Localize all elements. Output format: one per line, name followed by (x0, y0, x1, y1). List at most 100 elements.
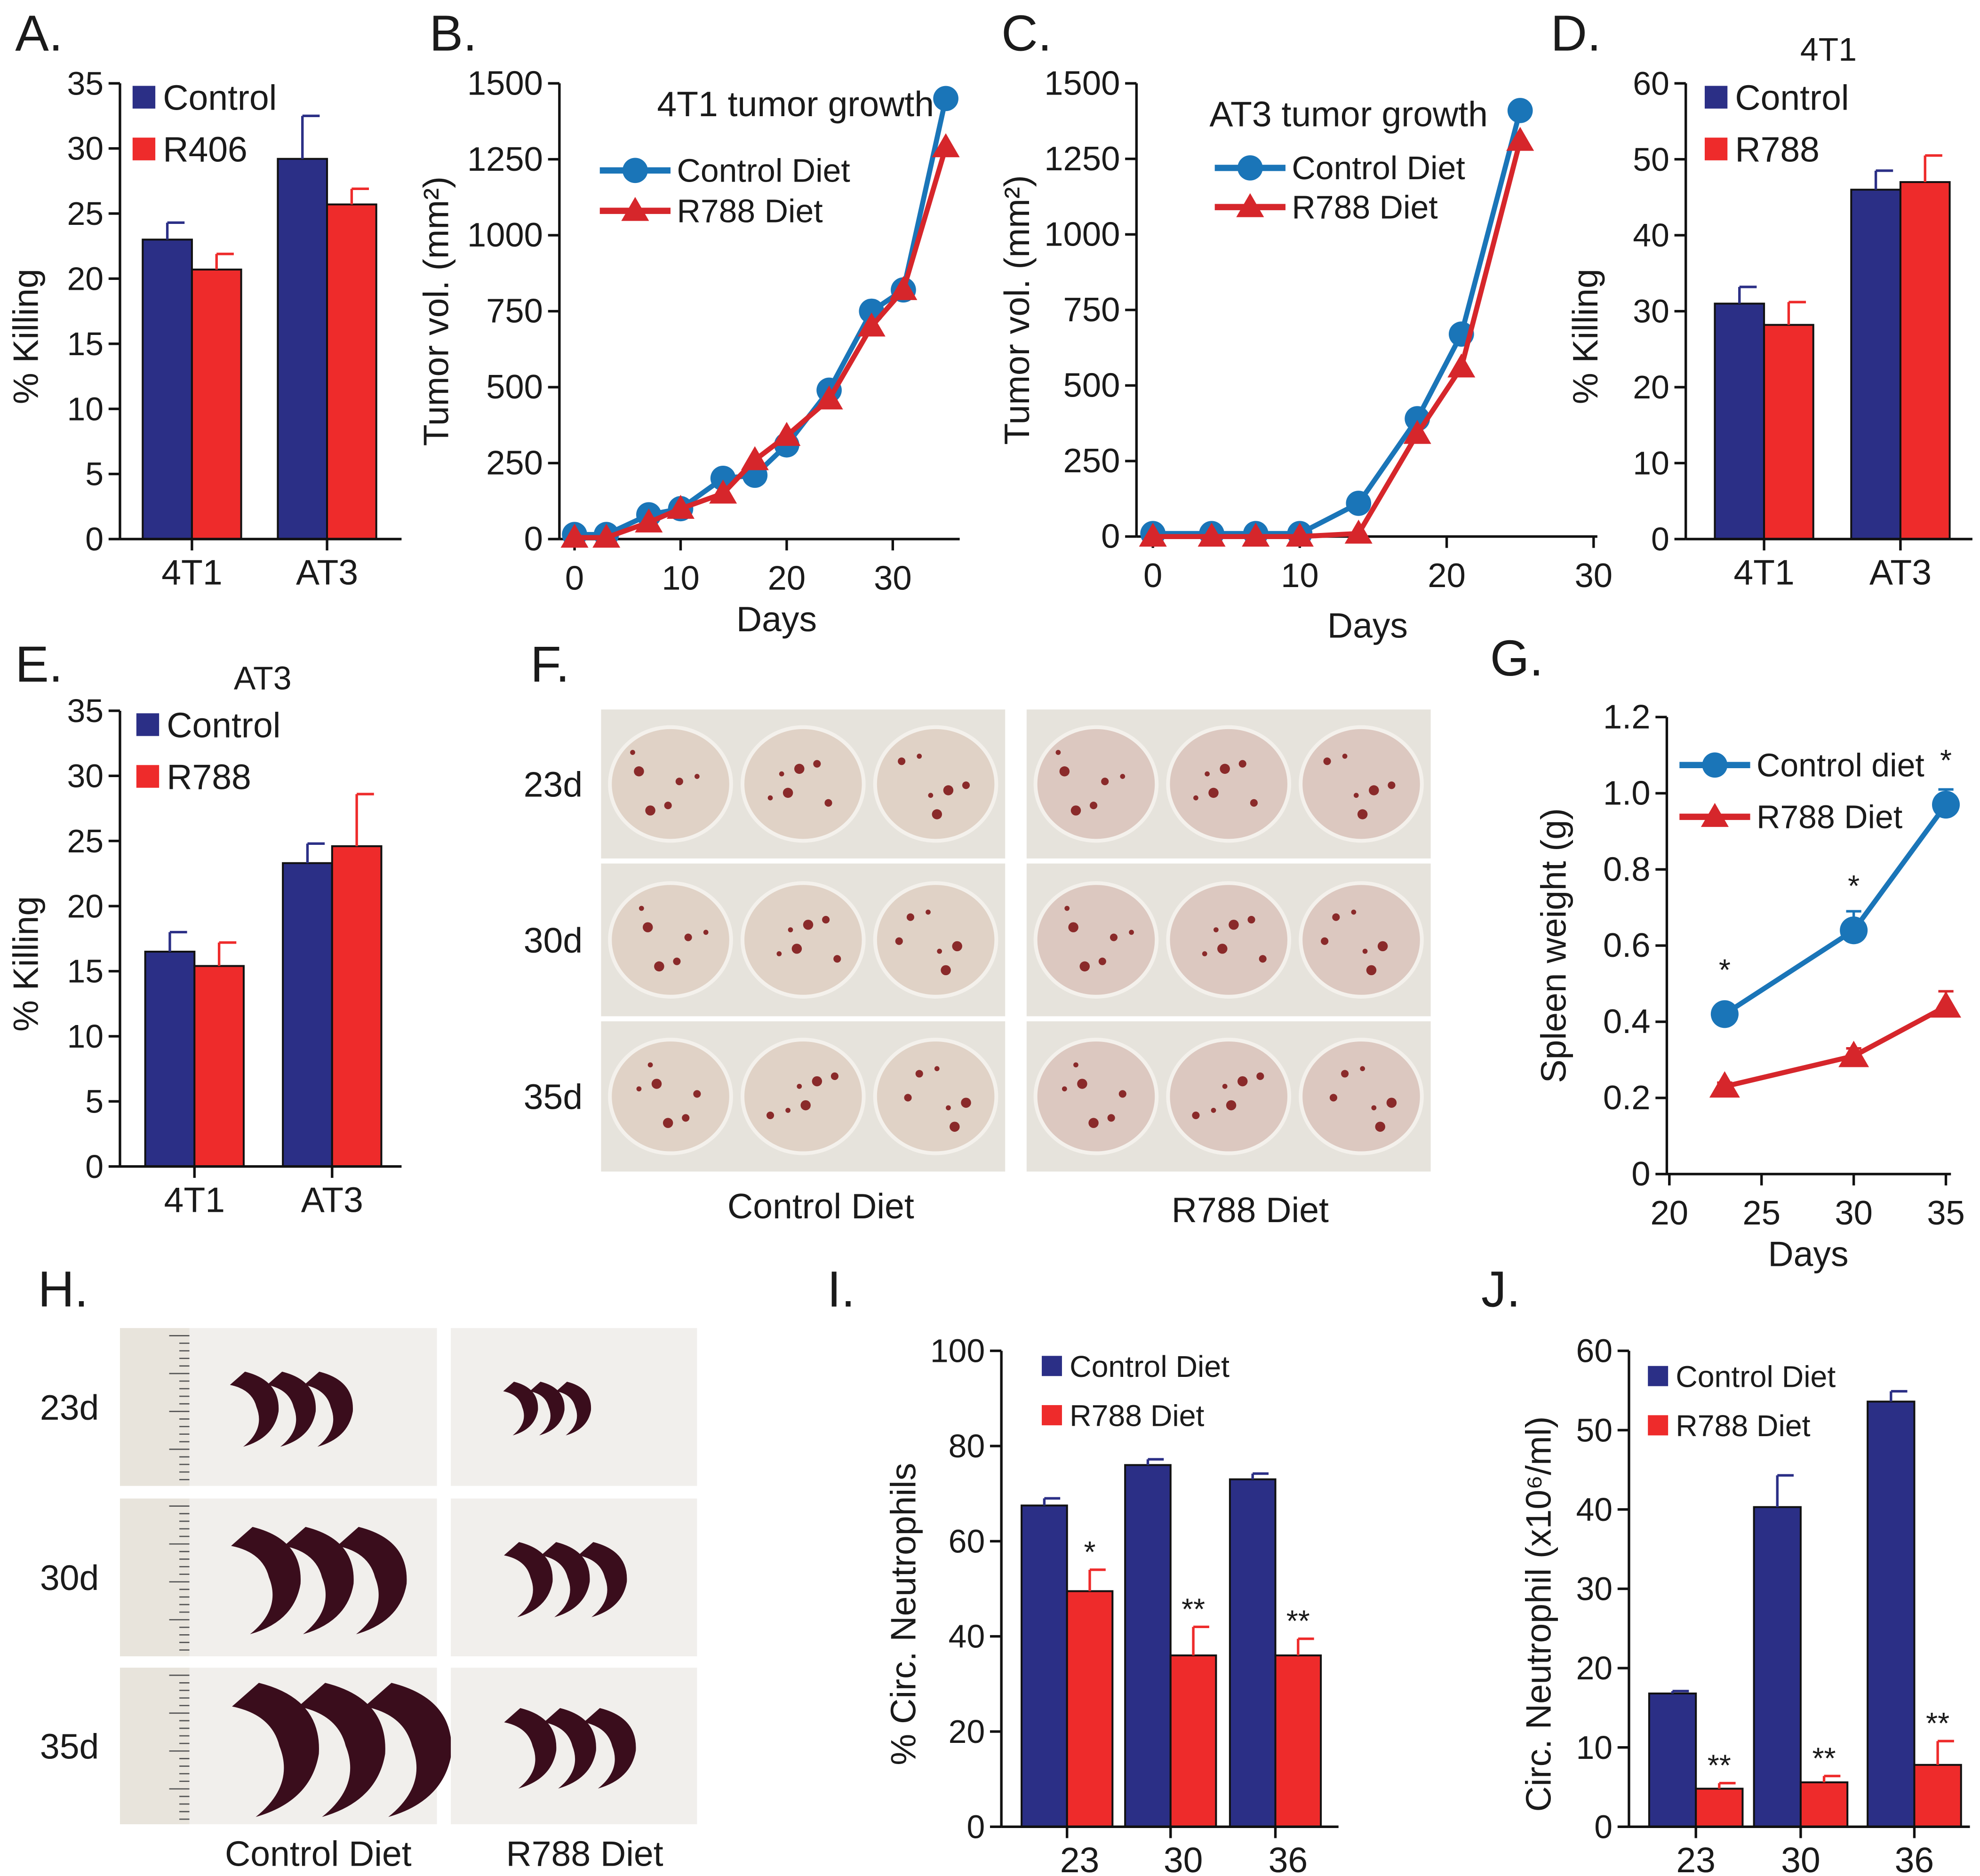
x-tick-label: 20 (1428, 556, 1466, 595)
x-tick-label: AT3 (296, 553, 358, 592)
metastasis-spot (1202, 951, 1207, 956)
data-point (709, 479, 737, 504)
spleen (529, 1382, 565, 1436)
x-tick-label: 30 (1835, 1194, 1873, 1232)
x-tick-label: AT3 (301, 1180, 363, 1219)
metastasis-spot (1388, 781, 1396, 789)
y-tick-label: 0.6 (1603, 926, 1651, 964)
metastasis-spot (812, 1076, 822, 1087)
spleen-photo (451, 1328, 697, 1486)
metastasis-spot (703, 930, 709, 935)
photo-panel-H: 23d 30d 35d Control Diet R788 Diet (40, 1328, 697, 1874)
legend-swatch (136, 765, 160, 788)
metastasis-spot (1377, 941, 1388, 952)
data-point (815, 385, 843, 410)
spleen (541, 1542, 590, 1617)
panel-label: H. (38, 1261, 88, 1318)
lung-tissue (1299, 725, 1424, 843)
metastasis-spot (830, 1072, 838, 1080)
x-tick-label: 25 (1742, 1194, 1780, 1232)
metastasis-spot (634, 766, 644, 777)
metastasis-spot (898, 757, 906, 765)
legend-label: R788 Diet (1756, 799, 1902, 835)
y-tick-label: 25 (67, 195, 104, 232)
data-point (1198, 523, 1226, 547)
metastasis-spot (1118, 1090, 1126, 1098)
bar-I-r788-diet (1066, 1590, 1114, 1828)
chart-title: AT3 tumor growth (1209, 94, 1487, 134)
bar-A-r406 (191, 268, 242, 540)
chart-D: 0 10 20 30 40 50 60 4T1 AT3 Control R788 % Killing 4… (1565, 31, 1972, 592)
y-tick-label: 1250 (1044, 140, 1120, 178)
y-tick-label: 250 (486, 444, 543, 482)
y-tick-label: 10 (1576, 1729, 1613, 1766)
metastasis-spot (1362, 948, 1368, 954)
bar-E-control (144, 951, 196, 1168)
y-tick-label: 40 (1576, 1491, 1613, 1528)
y-axis-label: % Killing (1565, 269, 1605, 404)
spleen (364, 1683, 452, 1817)
metastasis-spot (1342, 754, 1348, 759)
significance-mark: ** (1286, 1604, 1310, 1638)
y-tick-label: 1000 (1044, 215, 1120, 253)
panel-label: F. (530, 636, 569, 692)
row-label: 35d (524, 1077, 583, 1117)
y-tick-label: 250 (1063, 442, 1120, 480)
x-tick-label: 30 (1164, 1840, 1203, 1876)
y-tick-label: 50 (1633, 141, 1669, 178)
data-point (666, 494, 695, 519)
metastasis-spot (1375, 1121, 1385, 1132)
metastasis-spot (1332, 913, 1340, 921)
legend-swatch (132, 137, 156, 160)
y-tick-label: 0 (966, 1808, 985, 1845)
metastasis-spot (766, 1112, 774, 1120)
y-tick-label: 0 (1651, 521, 1669, 557)
lung-tissue (873, 881, 998, 999)
metastasis-spot (1386, 1097, 1397, 1108)
data-point (623, 158, 648, 183)
y-tick-label: 0.8 (1603, 850, 1651, 888)
panel-label: G. (1490, 630, 1543, 686)
legend-label: R788 Diet (1676, 1409, 1810, 1443)
spleen (556, 1382, 591, 1436)
y-tick-label: 0 (85, 521, 104, 557)
lung-tissue (1033, 881, 1159, 999)
data-point (1702, 752, 1728, 778)
metastasis-spot (813, 760, 821, 768)
metastasis-spot (1341, 1070, 1349, 1078)
metastasis-spot (824, 799, 832, 807)
spleen (231, 1526, 301, 1635)
metastasis-spot (952, 941, 962, 952)
legend-label: Control Diet (1292, 150, 1465, 186)
legend-label: R788 Diet (1070, 1399, 1204, 1433)
metastasis-spot (1259, 955, 1267, 963)
data-point (1236, 193, 1264, 217)
metastasis-spot (906, 913, 914, 921)
legend-label: Control (1735, 78, 1849, 118)
significance-mark: ** (1182, 1592, 1205, 1626)
column-label: Control Diet (727, 1186, 914, 1226)
bar-E-control (282, 862, 333, 1168)
x-axis-label: Days (1327, 605, 1408, 645)
metastasis-spot (1360, 1066, 1365, 1072)
metastasis-spot (962, 781, 970, 789)
metastasis-spot (693, 1090, 701, 1098)
panel-label: I. (827, 1261, 855, 1318)
metastasis-spot (1229, 920, 1239, 930)
metastasis-spot (1088, 1118, 1099, 1128)
y-tick-label: 1500 (467, 64, 543, 102)
y-tick-label: 5 (85, 1083, 104, 1120)
bar-I-control-diet (1124, 1464, 1172, 1828)
y-tick-label: 750 (486, 292, 543, 330)
row-label: 30d (524, 921, 583, 960)
x-tick-label: 36 (1895, 1840, 1934, 1876)
metastasis-spot (1062, 1086, 1067, 1092)
y-tick-label: 30 (67, 757, 104, 794)
data-point (773, 421, 801, 446)
spleen (298, 1683, 385, 1817)
legend-label: R788 (1735, 130, 1820, 169)
metastasis-spot (645, 805, 655, 816)
metastasis-spot (1211, 1107, 1216, 1113)
data-point (1447, 353, 1476, 378)
